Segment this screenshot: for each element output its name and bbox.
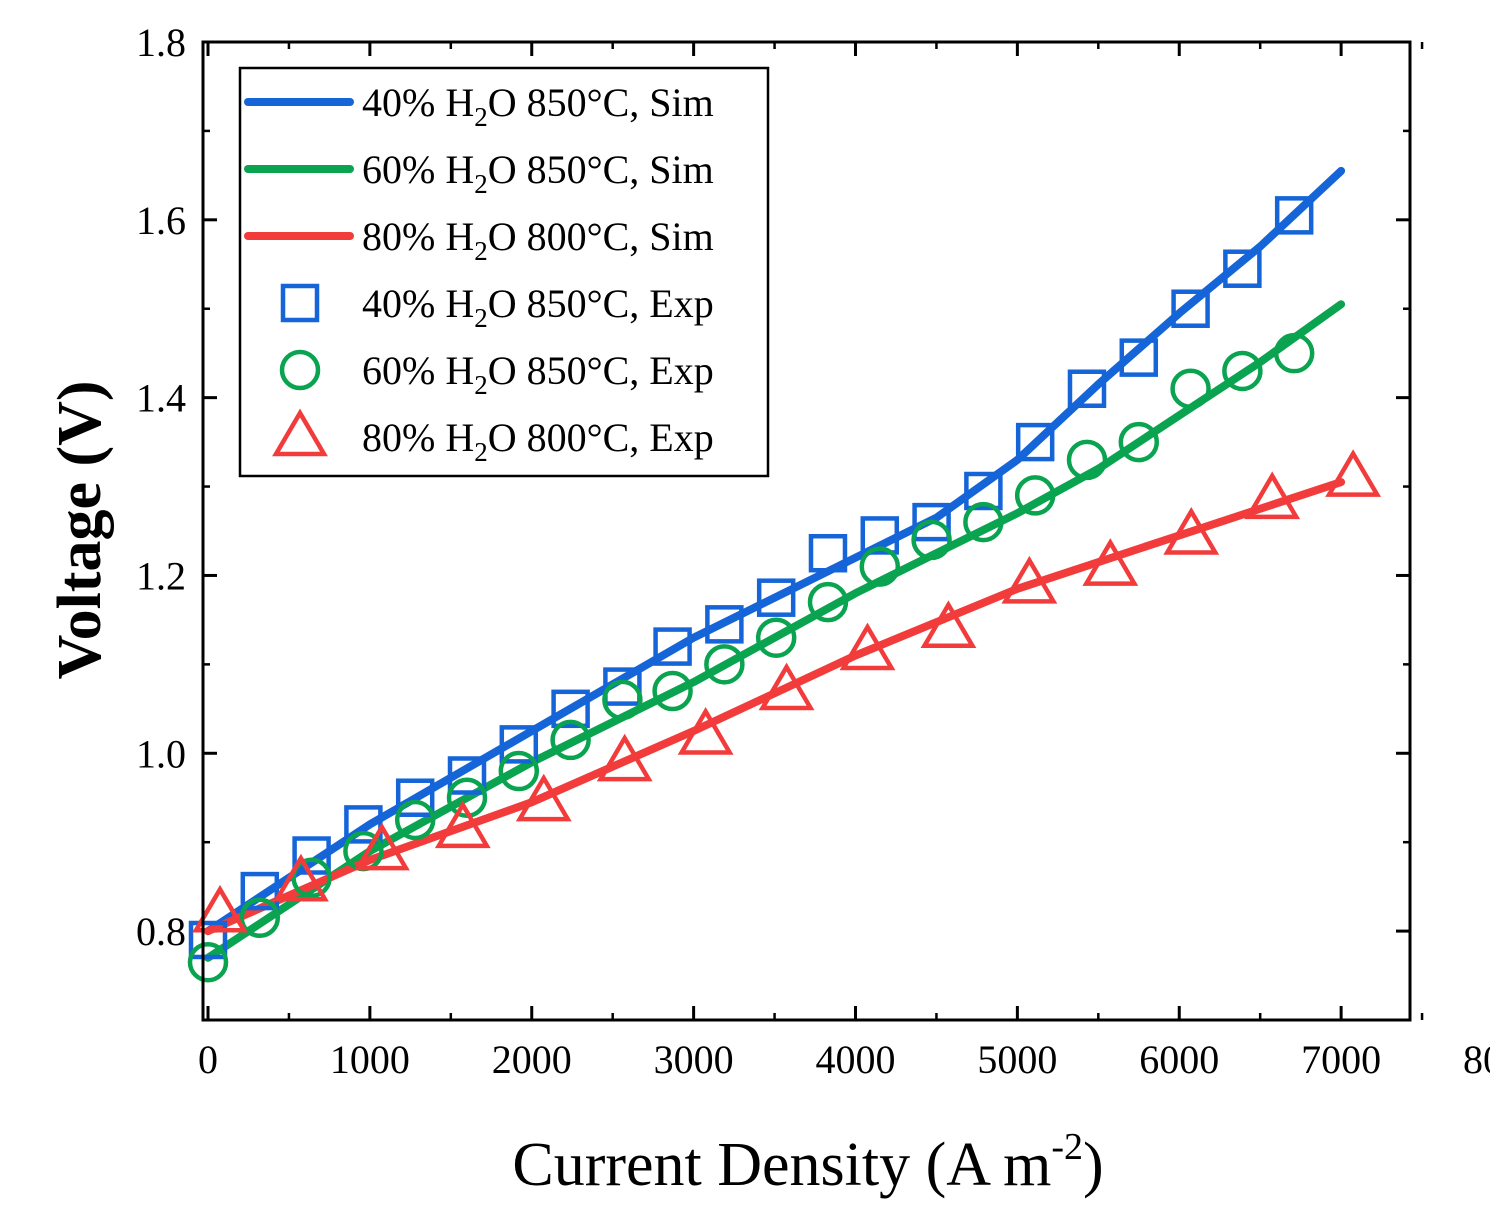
data-point — [596, 733, 653, 782]
data-point — [705, 605, 744, 644]
data-point — [911, 519, 952, 561]
series-5 — [192, 449, 1382, 933]
legend-label: 60% H2O 850°C, Sim — [362, 147, 714, 199]
data-point — [602, 679, 643, 721]
data-point — [1274, 196, 1314, 235]
axis-ticks: 0 1000 2000 3000 4000 5000 6000 7000 8000 0.8 1.0 1… — [136, 20, 1490, 1082]
data-point — [963, 501, 1004, 543]
data-point — [1222, 350, 1263, 392]
data-point — [434, 800, 491, 849]
x-tick-label: 8000 — [1463, 1037, 1490, 1082]
data-point — [240, 871, 280, 911]
x-axis-title: Current Density (A m-2) — [512, 1126, 1103, 1199]
data-point — [758, 662, 815, 711]
data-point — [755, 617, 797, 658]
data-point — [344, 805, 383, 844]
x-tick-label: 7000 — [1301, 1037, 1381, 1082]
y-tick-label: 1.8 — [136, 20, 186, 65]
y-tick-label: 1.6 — [136, 198, 186, 243]
data-point — [1119, 338, 1159, 377]
legend-swatch-marker — [279, 349, 321, 391]
data-point — [394, 799, 436, 841]
data-point — [1082, 538, 1139, 586]
data-point — [1163, 506, 1220, 555]
x-tick-label: 3000 — [654, 1037, 734, 1082]
legend-item: 80% H2O 800°C, Exp — [272, 408, 714, 467]
x-tick-label: 2000 — [492, 1037, 572, 1082]
data-point — [1170, 368, 1211, 409]
data-point — [603, 667, 642, 706]
legend-item: 40% H2O 850°C, Sim — [244, 80, 714, 132]
legend-swatch-marker — [272, 408, 328, 457]
data-point — [652, 670, 693, 712]
data-point — [1067, 369, 1107, 408]
data-point — [353, 822, 410, 871]
legend-item: 80% H2O 800°C, Sim — [244, 214, 714, 266]
data-point — [551, 689, 590, 729]
data-point — [188, 920, 228, 960]
data-point — [1223, 249, 1262, 288]
legend-item: 40% H2O 850°C, Exp — [280, 281, 714, 333]
legend-box — [238, 66, 770, 478]
legend-item: 60% H2O 850°C, Sim — [244, 147, 714, 199]
x-tick-label: 1000 — [330, 1037, 410, 1082]
legend-label: 80% H2O 800°C, Exp — [362, 415, 714, 467]
legend-label: 60% H2O 850°C, Exp — [362, 348, 714, 400]
y-tick-label: 0.8 — [136, 909, 186, 954]
plot-frame — [201, 40, 1412, 1022]
legend-label: 40% H2O 850°C, Sim — [362, 80, 714, 132]
legend-item: 60% H2O 850°C, Exp — [279, 348, 714, 400]
data-point — [1244, 471, 1301, 520]
data-point — [1001, 555, 1058, 604]
y-tick-label: 1.2 — [136, 553, 186, 598]
data-point — [515, 773, 572, 822]
data-point — [239, 897, 281, 939]
data-point — [920, 600, 977, 649]
series-4 — [187, 332, 1315, 983]
data-point — [859, 546, 901, 587]
data-point — [1273, 332, 1315, 374]
data-point — [860, 516, 900, 555]
data-point — [1015, 422, 1055, 462]
data-point — [273, 853, 329, 902]
data-point — [677, 707, 734, 755]
data-point — [756, 578, 796, 617]
data-point — [1118, 421, 1160, 463]
data-point — [839, 622, 896, 671]
y-tick-label: 1.4 — [136, 376, 186, 421]
x-tick-label: 0 — [198, 1037, 218, 1082]
data-point — [291, 857, 332, 898]
data-point — [499, 725, 539, 764]
y-axis-title: Voltage (V) — [46, 380, 114, 679]
x-tick-label: 5000 — [977, 1037, 1057, 1082]
data-point — [704, 644, 745, 685]
series-layer — [187, 166, 1382, 983]
legend-label: 40% H2O 850°C, Exp — [362, 281, 714, 333]
data-point — [912, 502, 951, 542]
data-point — [1014, 475, 1056, 516]
data-point — [653, 627, 692, 666]
data-point — [192, 884, 248, 933]
data-point — [395, 778, 435, 817]
x-tick-label: 4000 — [816, 1037, 896, 1082]
data-point — [964, 471, 1003, 511]
data-point — [498, 750, 540, 792]
data-point — [447, 756, 487, 795]
y-tick-label: 1.0 — [136, 731, 186, 776]
x-tick-label: 6000 — [1139, 1037, 1219, 1082]
data-point — [550, 719, 591, 761]
data-point — [187, 941, 229, 983]
data-point — [807, 581, 849, 623]
legend-label: 80% H2O 800°C, Sim — [362, 214, 714, 266]
data-point — [1171, 289, 1210, 328]
data-point — [808, 533, 848, 573]
data-point — [1066, 439, 1108, 481]
data-point — [1325, 449, 1382, 497]
legend-swatch-marker — [280, 283, 320, 323]
legend: 40% H2O 850°C, Sim 60% H2O 850°C, Sim 80% … — [238, 66, 770, 478]
